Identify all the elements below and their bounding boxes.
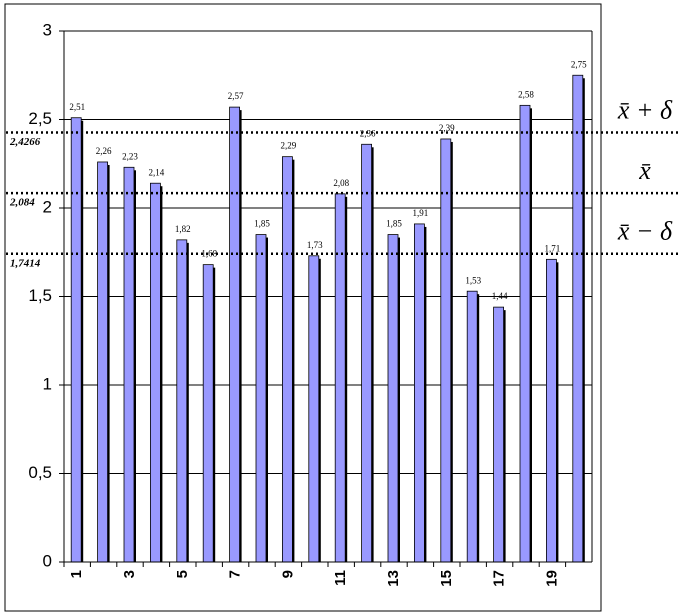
bar [123,166,135,563]
bar [255,234,267,563]
x-tick-label: 13 [385,570,402,587]
value-label: 2,57 [228,91,244,101]
value-label: 1,91 [413,208,429,218]
value-label: 1,82 [175,224,191,234]
value-label: 1,85 [386,219,402,229]
y-tick-label: 0 [43,551,52,570]
reference-name: x̄ + δ [617,95,673,124]
bar [176,239,188,563]
bar [281,156,293,563]
bar [149,182,161,563]
value-label: 2,23 [122,151,138,161]
chart-border [4,3,602,612]
bar [308,255,320,563]
x-tick-label: 11 [332,570,349,586]
reference-name: x̄ [638,156,651,185]
value-label: 2,39 [439,123,455,133]
bar [519,104,531,563]
value-label: 1,71 [545,243,561,253]
y-tick-label: 3 [43,20,52,39]
value-label: 1,44 [492,291,508,301]
value-label: 2,58 [518,89,534,99]
bar [229,106,241,563]
bar [440,138,452,563]
y-tick-label: 0,5 [28,463,52,482]
value-label: 1,53 [465,275,481,285]
value-label: 2,51 [69,102,85,112]
x-tick-label: 17 [491,570,508,587]
reference-name: x̄ − δ [617,217,673,246]
value-label: 2,29 [281,141,297,151]
bar [466,290,478,563]
bar [493,306,505,563]
y-tick-label: 2 [43,197,52,216]
value-label: 1,68 [201,249,217,259]
value-label: 2,08 [333,178,349,188]
y-tick-label: 1,5 [28,286,52,305]
bar [387,234,399,563]
bar [413,223,425,563]
value-label: 2,75 [571,59,587,69]
bar [70,117,82,563]
x-tick-label: 9 [279,570,296,578]
x-tick-label: 19 [543,570,560,587]
bar [202,264,214,563]
reference-label: 2,084 [9,197,35,209]
bar [361,143,373,563]
bar [546,258,557,563]
reference-label: 1,7414 [10,257,41,269]
x-tick-label: 15 [438,570,455,587]
value-label: 2,26 [96,146,112,156]
value-label: 1,73 [307,240,323,250]
value-label: 1,85 [254,219,270,229]
y-tick-label: 1 [43,374,52,393]
bar [97,161,108,563]
bar [334,193,346,563]
y-tick-label: 2,5 [28,109,52,128]
bar [572,74,584,563]
reference-label: 2,4266 [9,136,41,148]
x-tick-label: 1 [68,570,85,578]
x-tick-label: 5 [174,570,191,578]
x-tick-label: 7 [227,570,244,578]
value-label: 2,14 [149,167,165,177]
x-tick-label: 3 [121,570,138,578]
